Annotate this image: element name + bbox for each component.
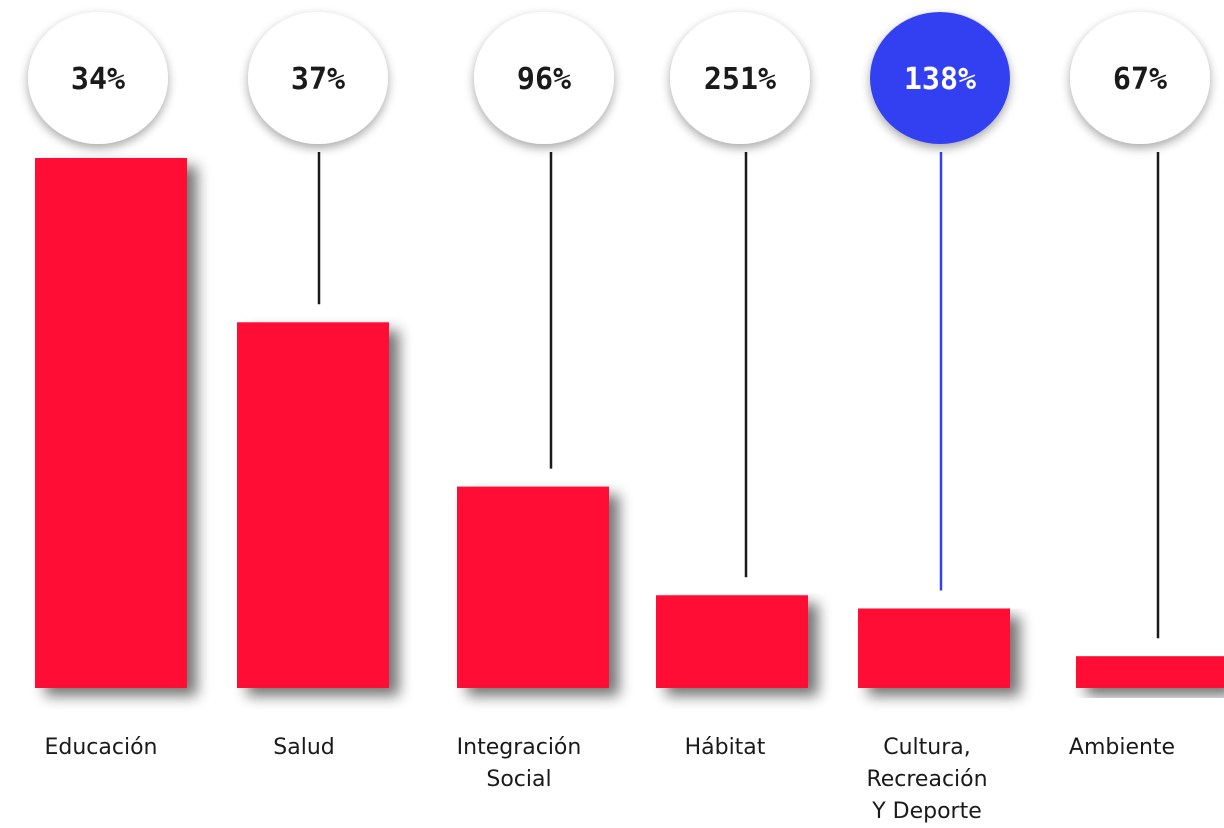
value-badge-label: 67% — [1113, 62, 1167, 97]
category-label: Salud — [273, 735, 334, 760]
value-badge — [870, 12, 1010, 144]
value-badge-label: 251% — [704, 62, 776, 97]
value-badge — [670, 12, 810, 144]
category-labels: Educación Salud Integración Social Hábitat Cu… — [45, 735, 1176, 824]
leader-lines — [317, 152, 1160, 639]
value-badge-label: 37% — [291, 62, 345, 97]
category-label: Educación — [45, 735, 158, 760]
value-badge-label: 34% — [71, 62, 125, 97]
value-badge — [28, 12, 168, 144]
value-badge-label: 96% — [517, 62, 571, 97]
value-badge — [474, 12, 614, 144]
category-label: Ambiente — [1069, 735, 1175, 760]
value-badge-label: 138% — [904, 62, 976, 97]
category-label: Hábitat — [685, 735, 766, 760]
bar — [1076, 656, 1224, 688]
bar — [656, 595, 808, 688]
bars — [35, 158, 1224, 688]
bar — [35, 158, 187, 688]
category-label: Integración Social — [457, 735, 582, 792]
bar — [457, 486, 609, 688]
value-badges: 34% 37% 96% 251% 138% 67% — [28, 12, 1210, 144]
bar — [237, 322, 389, 688]
bar — [858, 608, 1010, 688]
value-badge — [248, 12, 388, 144]
value-badge — [1070, 12, 1210, 144]
category-label: Cultura, Recreación Y Deporte — [866, 735, 987, 824]
